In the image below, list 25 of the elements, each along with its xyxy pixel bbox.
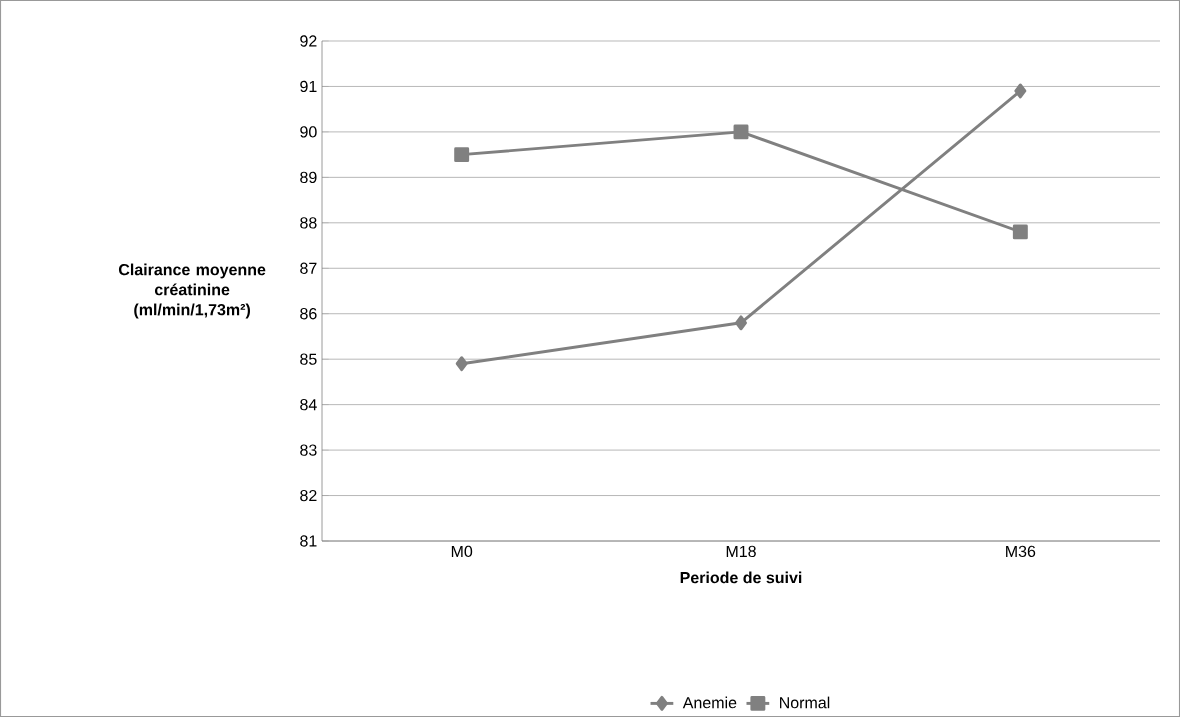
y-tick-label: 91	[300, 80, 317, 93]
legend-label: Normal	[780, 696, 830, 709]
y-tick-label: 92	[300, 35, 317, 47]
point	[455, 356, 468, 372]
y-axis-title: Clairance moyenne créatinine (ml/min/1,73m²)	[118, 263, 266, 319]
point	[735, 315, 747, 331]
y-tick-label: 84	[300, 398, 317, 411]
x-tick-label: M18	[726, 545, 756, 558]
point	[1014, 83, 1027, 99]
legend-label: Anemie	[682, 696, 737, 709]
y-tick-label: 82	[300, 489, 317, 502]
y-tick-label: 86	[300, 308, 317, 320]
y-tick-label: 81	[300, 535, 317, 547]
x-tick-label: M0	[451, 545, 473, 558]
x-axis-title: Periode de suivi	[680, 571, 802, 584]
point	[454, 147, 470, 163]
y-tick-label: 83	[300, 444, 317, 456]
x-tick-label: M36	[1006, 545, 1036, 558]
y-tick-label: 88	[300, 217, 317, 229]
y-tick-label: 85	[300, 353, 317, 365]
y-tick-label: 89	[300, 171, 317, 184]
y-tick-label: 90	[300, 126, 317, 138]
y-tick-label: 87	[300, 262, 317, 274]
point	[733, 124, 749, 140]
point	[1012, 224, 1028, 240]
